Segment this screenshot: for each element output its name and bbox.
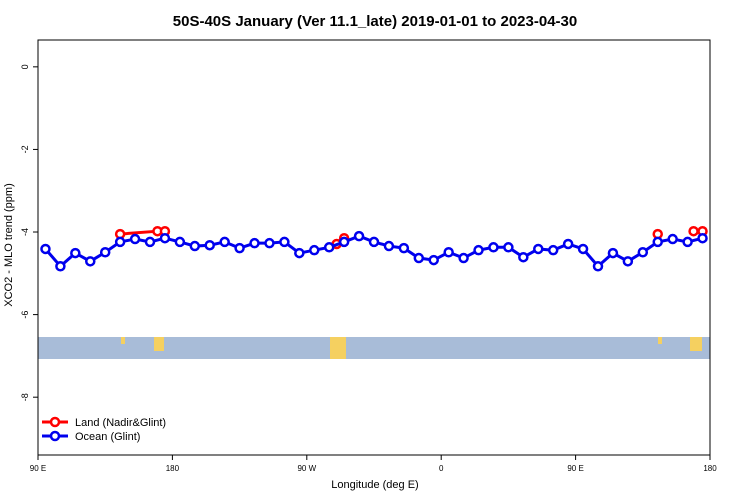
- x-tick-label: 90 E: [30, 464, 46, 473]
- point: [592, 261, 604, 272]
- x-tick-label: 180: [703, 464, 717, 473]
- point: [264, 237, 275, 249]
- point: [533, 243, 544, 255]
- y-tick-label: -4: [20, 228, 30, 236]
- legend-label: Land (Nadir&Glint): [75, 417, 166, 429]
- legend-label: Ocean (Glint): [75, 431, 140, 443]
- x-tick-label: 90 W: [297, 464, 316, 473]
- point: [688, 225, 699, 237]
- point: [383, 240, 395, 252]
- point: [667, 233, 678, 245]
- point: [637, 246, 649, 258]
- point: [114, 236, 126, 248]
- point: [219, 236, 230, 248]
- point: [99, 246, 111, 258]
- point: [309, 244, 320, 256]
- point: [279, 236, 290, 248]
- x-tick-label: 90 E: [567, 464, 583, 473]
- point: [697, 232, 708, 244]
- point: [458, 252, 469, 264]
- y-tick-label: -2: [20, 145, 30, 153]
- point: [518, 251, 529, 263]
- legend-swatch: [49, 416, 61, 428]
- point: [547, 244, 559, 256]
- point: [443, 246, 454, 258]
- point: [488, 242, 499, 253]
- point: [652, 236, 663, 248]
- point: [204, 239, 215, 251]
- point: [234, 242, 245, 254]
- point: [174, 236, 186, 248]
- point: [622, 256, 634, 267]
- point: [159, 232, 171, 244]
- plot-frame: [37, 39, 711, 456]
- x-axis-label: Longitude (deg E): [331, 479, 418, 491]
- point: [294, 247, 305, 259]
- point: [55, 261, 66, 272]
- point: [353, 230, 365, 242]
- point: [368, 236, 380, 248]
- point: [428, 254, 439, 266]
- point: [398, 242, 410, 254]
- y-tick-label: -8: [20, 393, 30, 401]
- y-tick-label: 0: [20, 64, 30, 69]
- x-tick-label: 0: [439, 464, 444, 473]
- point: [144, 236, 156, 248]
- chart-title: 50S-40S January (Ver 11.1_late) 2019-01-…: [173, 13, 577, 30]
- legend-swatch: [49, 430, 61, 442]
- point: [338, 236, 350, 248]
- point: [503, 242, 514, 253]
- point: [473, 244, 484, 256]
- x-tick-label: 180: [166, 464, 180, 473]
- point: [85, 256, 96, 267]
- point: [607, 247, 619, 259]
- y-axis-label: XCO2 - MLO trend (ppm): [3, 183, 15, 306]
- point: [323, 242, 335, 253]
- point: [70, 247, 81, 259]
- point: [562, 238, 574, 250]
- legend: Land (Nadir&Glint) Ocean (Glint): [42, 416, 166, 443]
- land-band: [38, 337, 710, 359]
- point: [682, 236, 693, 248]
- point: [249, 237, 260, 249]
- y-tick-label: -6: [20, 311, 30, 319]
- point: [577, 243, 589, 255]
- point: [40, 243, 51, 255]
- point: [413, 252, 425, 264]
- point: [129, 233, 141, 245]
- point: [189, 240, 201, 252]
